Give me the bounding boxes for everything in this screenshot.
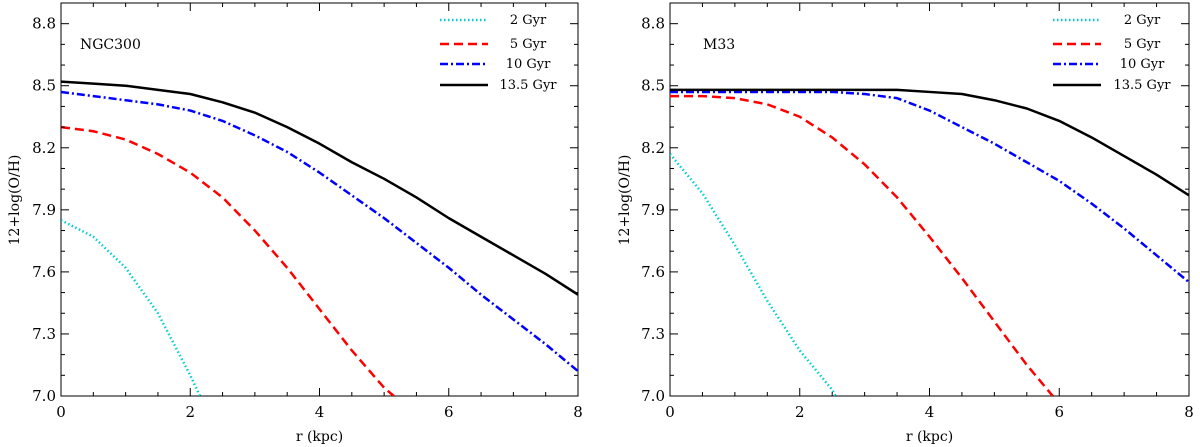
y-tick-label: 7.3 — [641, 325, 665, 343]
y-tick-label: 7.0 — [641, 387, 665, 405]
x-tick-label: 2 — [795, 403, 805, 421]
series-layer — [61, 80, 578, 396]
series-line-5-gyr — [61, 125, 395, 396]
y-tick-label: 8.5 — [641, 77, 665, 95]
y-tick-label: 8.2 — [32, 139, 56, 157]
y-tick-label: 7.6 — [32, 263, 56, 281]
legend-label-2-gyr: 2 Gyr — [510, 13, 547, 28]
panel-m33: M33 r (kpc) 12+log(O/H) 0 2 4 6 8 7.0 7.3 7.6 7.… — [617, 2, 1194, 445]
legend-label-13-5-gyr: 13.5 Gyr — [1113, 78, 1171, 93]
x-axis-label: r (kpc) — [906, 429, 953, 445]
series-line-10-gyr — [61, 90, 578, 373]
x-axis-label: r (kpc) — [296, 429, 343, 445]
x-tick-label: 0 — [665, 403, 675, 421]
x-tick-label: 8 — [1184, 403, 1194, 421]
legend-label-2-gyr: 2 Gyr — [1124, 13, 1161, 28]
series-line-13-5-gyr — [670, 88, 1189, 197]
legend-label-5-gyr: 5 Gyr — [1124, 37, 1161, 52]
x-tick-label: 0 — [56, 403, 66, 421]
panel-ngc300: NGC300 r (kpc) 12+log(O/H) 0 2 4 6 8 7.0 7.3 7.… — [7, 2, 583, 445]
y-tick-label: 8.5 — [32, 77, 56, 95]
y-axis-label: 12+log(O/H) — [617, 155, 633, 246]
panel-title: NGC300 — [80, 37, 141, 53]
series-line-13-5-gyr — [61, 80, 578, 296]
y-tick-label: 8.8 — [32, 15, 56, 33]
series-line-2-gyr — [670, 153, 837, 396]
tick-layer: 0 2 4 6 8 7.0 7.3 7.6 7.9 8.2 8.5 8.8 — [641, 2, 1194, 421]
y-tick-label: 7.9 — [641, 201, 665, 219]
y-axis-label: 12+log(O/H) — [7, 155, 23, 246]
y-tick-label: 7.0 — [32, 387, 56, 405]
legend-label-10-gyr: 10 Gyr — [506, 57, 551, 72]
x-tick-label: 8 — [573, 403, 583, 421]
series-line-2-gyr — [61, 219, 202, 396]
legend: 2 Gyr 5 Gyr 10 Gyr 13.5 Gyr — [440, 13, 557, 93]
panel-title: M33 — [703, 37, 735, 53]
y-tick-label: 7.3 — [32, 325, 56, 343]
legend-label-5-gyr: 5 Gyr — [510, 37, 547, 52]
x-tick-label: 2 — [185, 403, 195, 421]
y-tick-label: 7.6 — [641, 263, 665, 281]
y-tick-label: 7.9 — [32, 201, 56, 219]
series-line-5-gyr — [670, 94, 1054, 396]
x-tick-label: 6 — [444, 403, 454, 421]
series-layer — [670, 88, 1189, 396]
legend-label-10-gyr: 10 Gyr — [1120, 57, 1165, 72]
x-tick-label: 6 — [1054, 403, 1064, 421]
y-tick-label: 8.8 — [641, 15, 665, 33]
series-line-10-gyr — [670, 90, 1189, 284]
y-tick-label: 8.2 — [641, 139, 665, 157]
x-tick-label: 4 — [315, 403, 325, 421]
legend-label-13-5-gyr: 13.5 Gyr — [499, 78, 557, 93]
legend: 2 Gyr 5 Gyr 10 Gyr 13.5 Gyr — [1053, 13, 1171, 93]
tick-layer: 0 2 4 6 8 7.0 7.3 7.6 7.9 8.2 8.5 8.8 — [32, 2, 583, 421]
x-tick-label: 4 — [925, 403, 935, 421]
